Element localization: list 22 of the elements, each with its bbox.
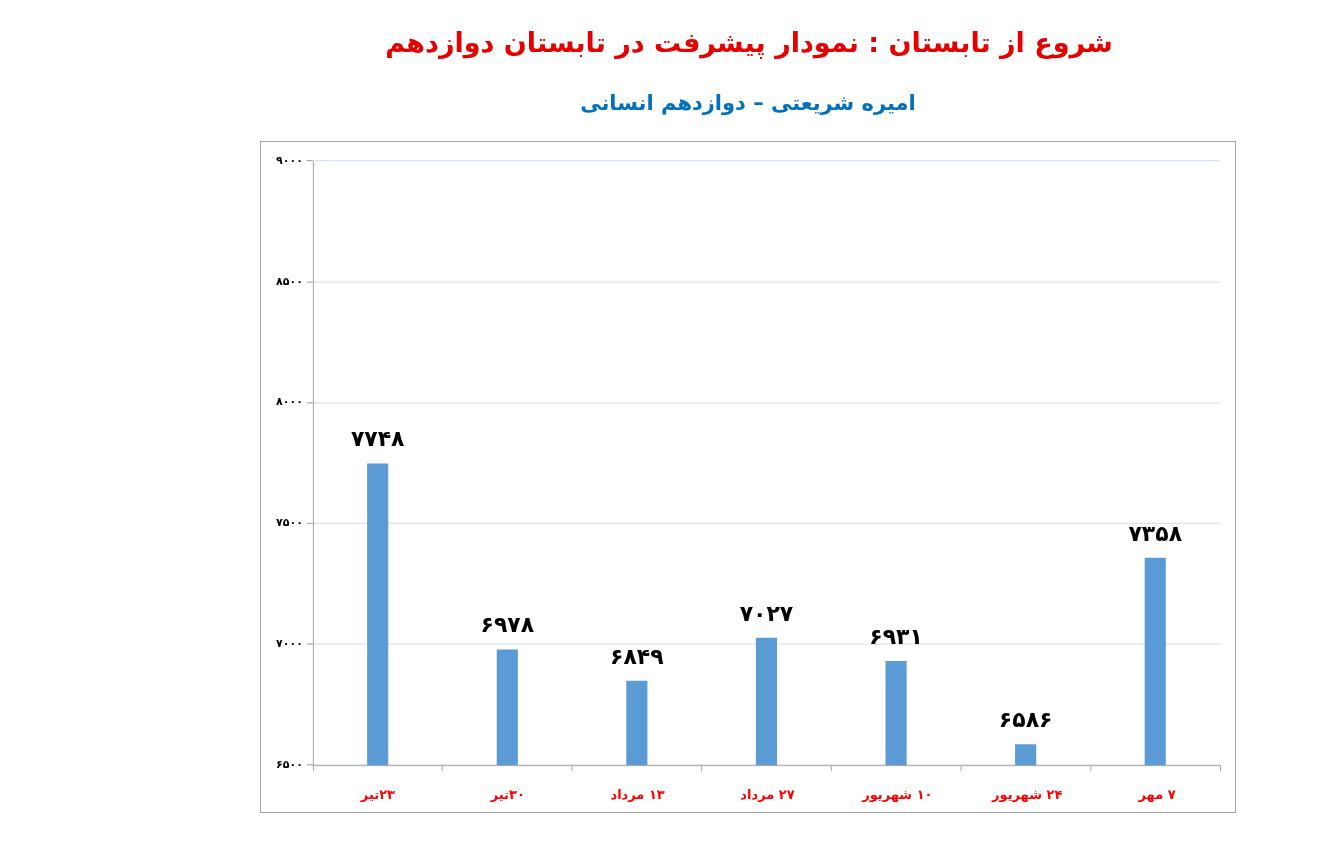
x-tick-label: ۷ مهر — [1138, 787, 1176, 803]
data-label: ۶۸۴۹ — [610, 643, 664, 669]
data-label: ۷۷۴۸ — [350, 426, 406, 452]
x-tick-label: ۲۳تیر — [360, 787, 395, 803]
x-tick-label: ۲۷ مرداد — [740, 787, 795, 803]
y-tick-label: ۸۵۰۰ — [276, 274, 303, 288]
y-tick-label: ۸۰۰۰ — [276, 395, 303, 409]
x-tick-label: ۱۳ مرداد — [610, 787, 665, 803]
x-tick-label: ۲۴ شهریور — [992, 787, 1063, 803]
data-label: ۶۵۸۶ — [998, 707, 1053, 733]
data-label: ۶۹۷۸ — [480, 612, 535, 638]
x-tick-label: ۱۰ شهریور — [862, 787, 933, 803]
chart-subtitle: امیره شریعتی – دوازدهم انسانی — [580, 90, 916, 117]
chart-title: شروع از تابستان : نمودار پیشرفت در تابستان دوازدهم — [385, 26, 1113, 60]
data-label: ۷۳۵۸ — [1128, 520, 1183, 546]
y-tick-label: ۷۵۰۰ — [276, 516, 303, 530]
x-tick-label: ۳۰تیر — [490, 787, 525, 803]
data-label: ۷۰۲۷ — [739, 600, 794, 626]
y-tick-label: ۹۰۰۰ — [276, 153, 303, 167]
y-tick-label: ۶۵۰۰ — [276, 758, 303, 771]
data-label: ۶۹۳۱ — [869, 623, 923, 649]
y-tick-label: ۷۰۰۰ — [276, 637, 303, 651]
